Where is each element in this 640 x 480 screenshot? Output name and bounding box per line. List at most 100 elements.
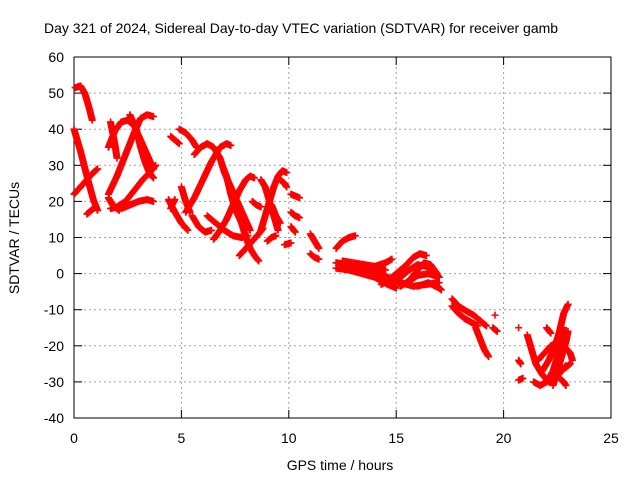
data-point [283, 169, 291, 177]
x-tick-label: 10 [281, 430, 297, 446]
series-arc-bh [555, 374, 570, 390]
data-point [149, 174, 157, 182]
series-arc-e [104, 111, 157, 198]
series-arc-bg [549, 327, 572, 390]
y-tick-label: 50 [48, 85, 64, 101]
series-arc-at [448, 295, 490, 330]
y-tick-label: 40 [48, 121, 64, 137]
y-tick-label: 60 [48, 49, 64, 65]
series-arc-an [360, 255, 396, 278]
data-point [184, 226, 192, 234]
data-point [564, 300, 572, 308]
data-point [255, 257, 263, 265]
data-point [435, 273, 443, 281]
data-point [491, 311, 499, 319]
data-point [296, 214, 304, 222]
y-tick-label: 10 [48, 230, 64, 246]
series-arc-ag [281, 239, 295, 249]
data-point [351, 232, 359, 240]
data-point [562, 382, 570, 390]
data-point [433, 270, 441, 278]
series-arc-d [83, 203, 99, 218]
data-point [287, 239, 295, 247]
data-point [566, 360, 574, 368]
series-arc-ao [377, 250, 430, 288]
data-point [171, 196, 179, 204]
data-point [388, 255, 396, 263]
data-point [274, 226, 282, 234]
data-point [272, 232, 280, 240]
series-arc-ah [306, 230, 323, 252]
series-arc-bd [538, 300, 572, 375]
data-point [437, 286, 445, 294]
data-point [94, 165, 102, 173]
series-arc-t [218, 161, 263, 265]
series-arc-af [287, 223, 299, 236]
y-tick-label: -10 [44, 302, 64, 318]
series-arc-i [117, 196, 157, 213]
data-point [183, 225, 191, 233]
series-arc-ae [287, 208, 304, 222]
x-tick-labels: 0 5 10 15 20 25 [70, 430, 619, 446]
data-points [70, 82, 576, 390]
series-arc-ai [306, 250, 323, 263]
data-point [186, 208, 194, 216]
data-point [568, 356, 576, 364]
series-arc-ar [396, 259, 441, 290]
data-point [515, 324, 523, 332]
data-point [519, 374, 527, 382]
chart-title: Day 321 of 2024, Sidereal Day-to-day VTE… [44, 20, 558, 36]
series-arc-g [107, 118, 121, 162]
series-arc-aa [263, 232, 280, 245]
data-point [113, 154, 121, 162]
series-arc-c [70, 165, 102, 198]
series-arc-a [71, 82, 96, 124]
series-arc-u [177, 183, 194, 216]
data-point [422, 252, 430, 260]
series-arc-k [126, 111, 157, 182]
y-tick-label: -30 [44, 374, 64, 390]
data-point [149, 197, 157, 205]
x-axis-label: GPS time / hours [287, 457, 394, 473]
data-point [175, 140, 183, 148]
data-point [115, 206, 123, 214]
series-arc-av [472, 324, 493, 361]
data-point [91, 203, 99, 211]
x-tick-label: 15 [388, 430, 404, 446]
data-point [482, 322, 490, 330]
series-arc-aj [332, 232, 359, 252]
x-tick-label: 20 [496, 430, 512, 446]
data-point [246, 226, 254, 234]
data-point [547, 329, 555, 337]
x-tick-label: 25 [603, 430, 619, 446]
y-axis-label: SDTVAR / TECUs [6, 182, 22, 294]
data-point [152, 161, 160, 169]
x-tick-label: 5 [178, 430, 186, 446]
series-arc-as [414, 279, 445, 294]
data-point [517, 360, 525, 368]
data-point [564, 327, 572, 335]
series-arc-z [268, 201, 284, 227]
data-point [315, 244, 323, 252]
series-arc-m [175, 125, 200, 151]
x-tick-label: 0 [70, 430, 78, 446]
data-point [315, 255, 323, 263]
series-arc-n [167, 132, 183, 148]
series-arc-ab [248, 197, 265, 211]
series-arc-ay [515, 324, 523, 332]
y-tick-label: 30 [48, 157, 64, 173]
y-tick-label: 20 [48, 193, 64, 209]
data-point [485, 353, 493, 361]
series-arc-q [188, 212, 215, 236]
y-tick-label: -20 [44, 338, 64, 354]
series-arc-aw [489, 324, 501, 335]
y-tick-label: 0 [56, 266, 64, 282]
data-point [250, 174, 258, 182]
series-arc-ax [491, 311, 499, 319]
data-point [291, 228, 299, 236]
grid [74, 57, 611, 418]
series-arc-ad [287, 190, 304, 202]
data-point [88, 116, 96, 124]
data-point [493, 327, 501, 335]
